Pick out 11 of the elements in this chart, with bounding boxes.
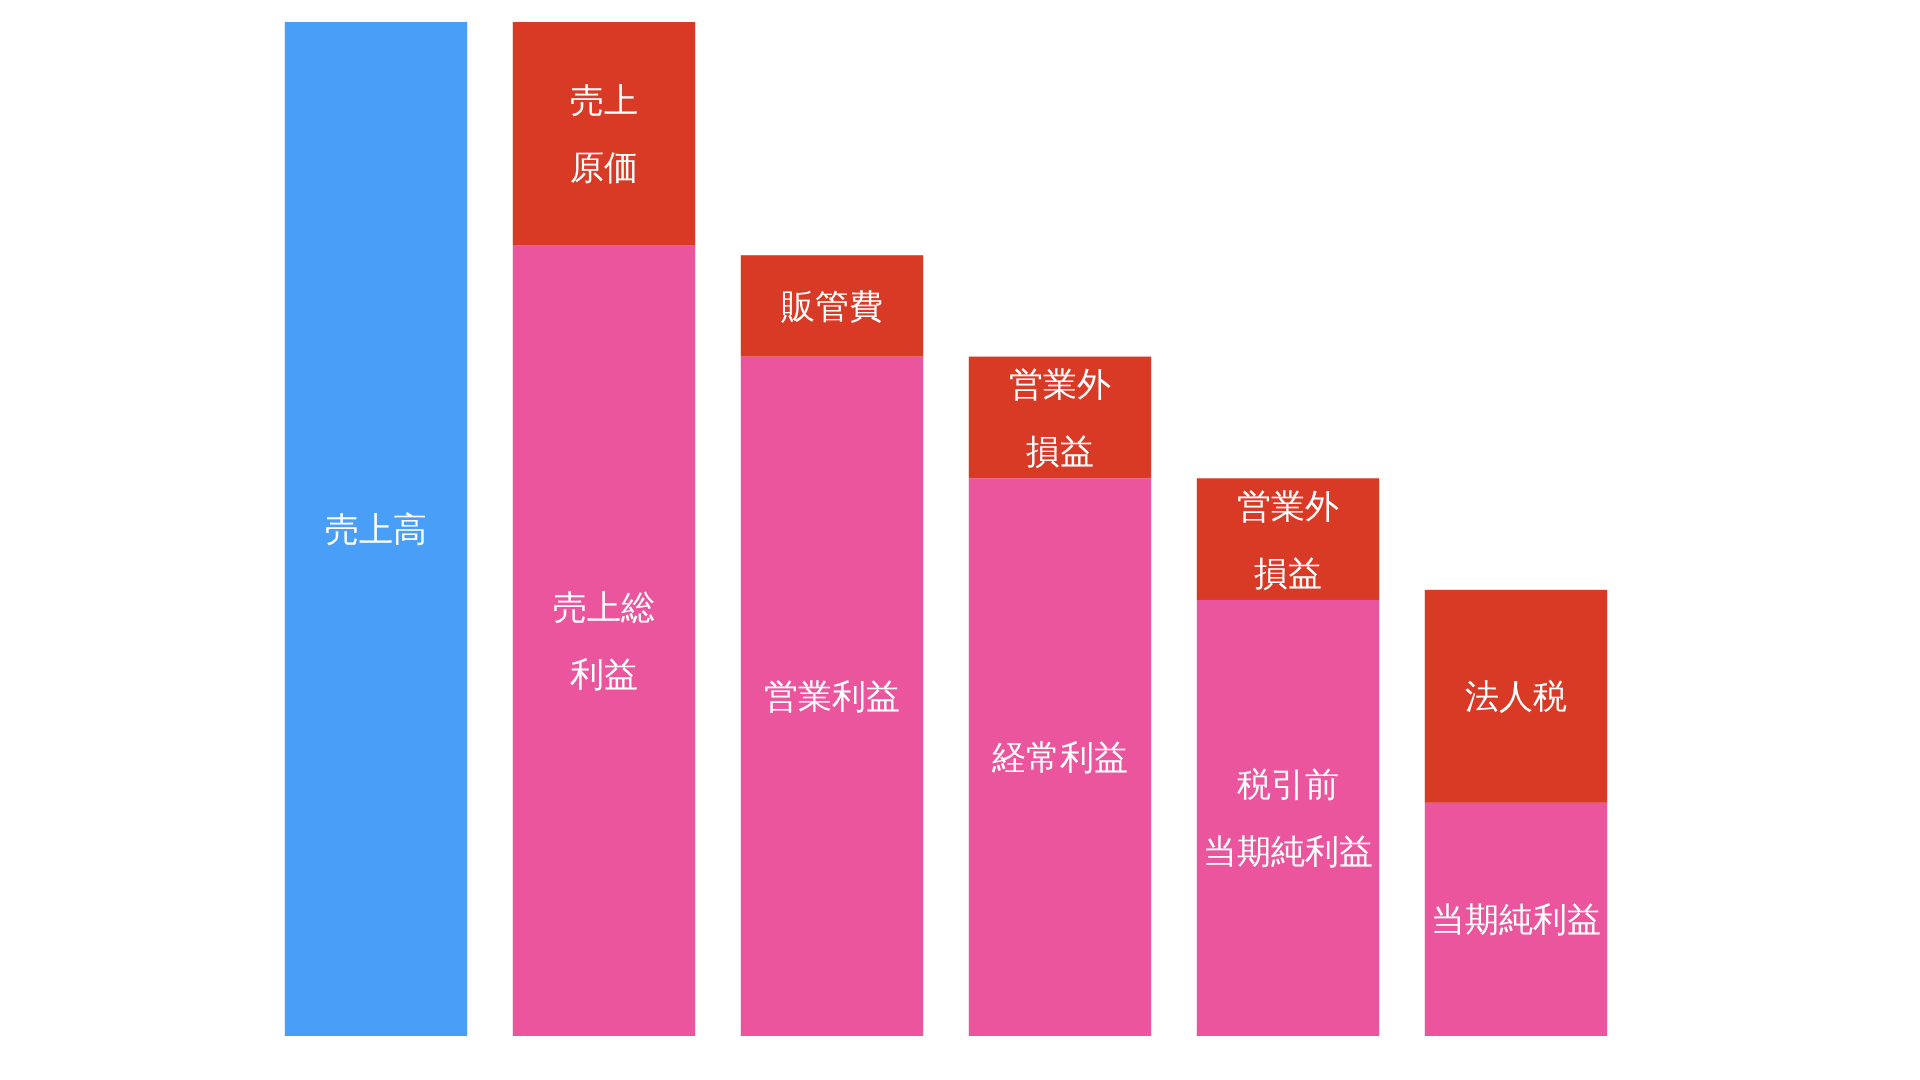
series-name: 当期純利益 <box>1431 900 1601 939</box>
series-name: 売上総利益 <box>553 588 655 694</box>
series-name: 営業外損益 <box>1237 486 1339 592</box>
series-name: 法人税 <box>1465 677 1567 716</box>
series-name: 営業利益 <box>764 677 900 716</box>
series-name: 営業外損益 <box>1009 364 1111 470</box>
series-name: 売上原価 <box>570 81 638 187</box>
series-name: 売上高 <box>325 510 427 548</box>
series-name: 販管費 <box>781 286 883 325</box>
series-name: 税引前当期純利益 <box>1203 765 1373 871</box>
series-name: 経常利益 <box>992 738 1128 777</box>
